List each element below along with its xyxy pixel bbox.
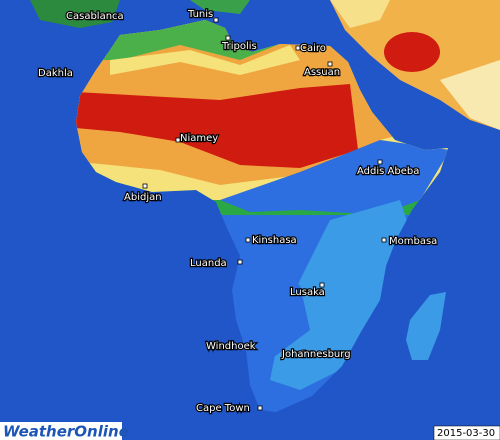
logo-box [0,422,122,440]
city-label: Assuan [304,67,340,78]
city-marker [225,35,231,41]
city-label: Windhoek [206,341,256,352]
date-box [433,425,500,440]
date: 2015-03-30 [437,428,495,439]
italy-land [190,0,250,14]
city-label: Tripolis [221,41,257,52]
arabia-hot [384,32,440,72]
city-marker [295,45,301,51]
logo[interactable]: WeatherOnline [3,423,129,440]
city-label: Kinshasa [252,235,297,246]
city-marker [327,61,333,67]
levant-land [330,0,390,28]
city-label: Addis Abeba [357,166,419,177]
city-markers [142,17,387,411]
city-marker [245,343,251,349]
city-marker [237,259,243,265]
city-marker [257,405,263,411]
city-label: Abidjan [124,192,162,203]
city-marker [319,282,325,288]
city-label: Cairo [300,43,326,54]
city-label: Mombasa [389,236,437,247]
city-label: Lusaka [290,287,325,298]
city-marker [381,237,387,243]
oman-land [440,60,500,130]
city-marker [245,237,251,243]
city-label: Johannesburg [281,349,351,360]
city-label: Luanda [190,258,227,269]
city-label: Dakhla [38,68,73,79]
city-label: Casablanca [66,11,124,22]
city-marker [377,159,383,165]
city-marker [213,17,219,23]
city-marker [175,137,181,143]
city-label: Niamey [180,133,218,144]
city-label: Cape Town [196,403,250,414]
europe-land [30,0,120,28]
city-marker [301,349,307,355]
city-label: Tunis [187,9,213,20]
city-marker [142,183,148,189]
madagascar [406,292,446,360]
